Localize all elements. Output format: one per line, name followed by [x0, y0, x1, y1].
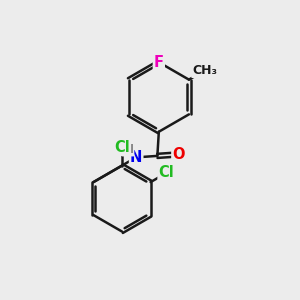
Text: Cl: Cl — [114, 140, 130, 155]
Text: N: N — [130, 150, 142, 165]
Text: F: F — [154, 55, 164, 70]
Text: O: O — [172, 147, 185, 162]
Text: H: H — [122, 142, 134, 156]
Text: Cl: Cl — [158, 166, 174, 181]
Text: CH₃: CH₃ — [192, 64, 217, 77]
